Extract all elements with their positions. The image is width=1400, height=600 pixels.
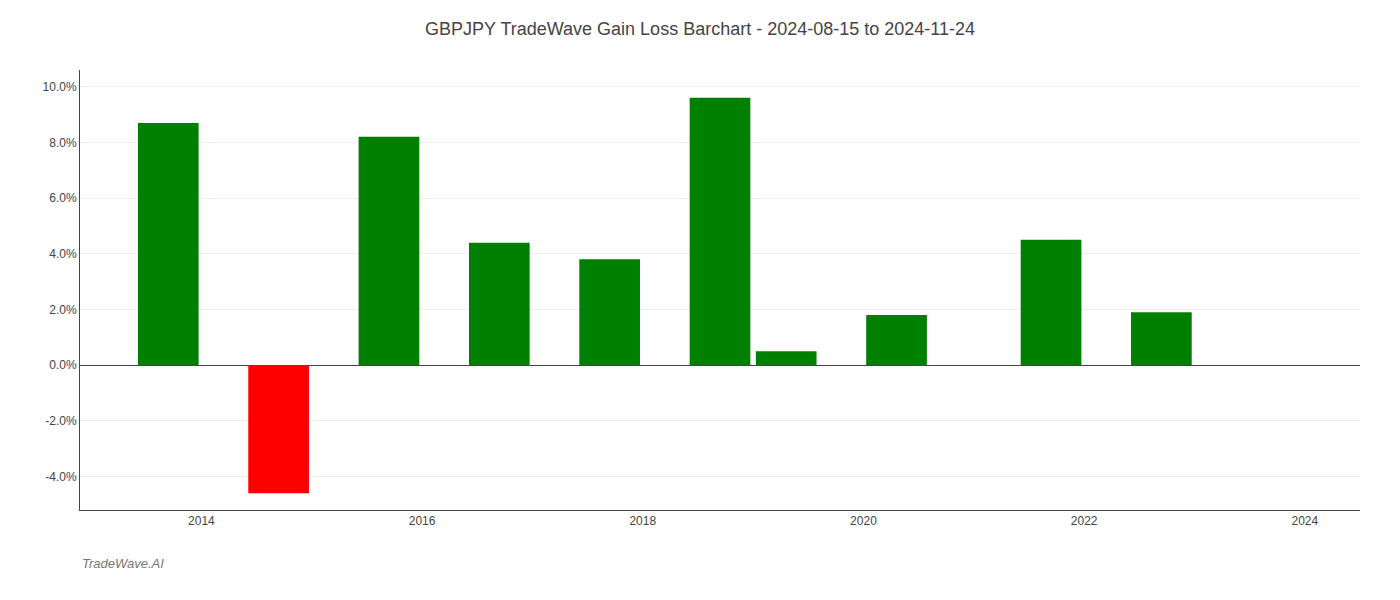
svg-text:GBPJPY TradeWave Gain Loss Bar: GBPJPY TradeWave Gain Loss Barchart - 20… bbox=[425, 19, 975, 39]
svg-text:2022: 2022 bbox=[1071, 514, 1098, 528]
svg-text:-4.0%: -4.0% bbox=[45, 470, 77, 484]
svg-text:10.0%: 10.0% bbox=[43, 80, 77, 94]
svg-text:2014: 2014 bbox=[188, 514, 215, 528]
svg-text:2020: 2020 bbox=[850, 514, 877, 528]
svg-text:8.0%: 8.0% bbox=[49, 136, 77, 150]
svg-text:-2.0%: -2.0% bbox=[45, 414, 77, 428]
svg-text:TradeWave.AI: TradeWave.AI bbox=[82, 556, 164, 571]
svg-text:0.0%: 0.0% bbox=[49, 358, 77, 372]
svg-text:4.0%: 4.0% bbox=[49, 247, 77, 261]
svg-text:6.0%: 6.0% bbox=[49, 191, 77, 205]
svg-text:2.0%: 2.0% bbox=[49, 303, 77, 317]
svg-text:2018: 2018 bbox=[629, 514, 656, 528]
svg-text:2016: 2016 bbox=[409, 514, 436, 528]
svg-text:2024: 2024 bbox=[1291, 514, 1318, 528]
